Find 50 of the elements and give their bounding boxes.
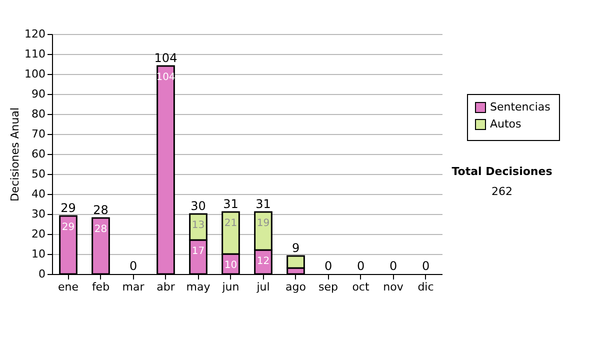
- total-label: 31: [223, 197, 238, 211]
- total-label: 0: [324, 259, 332, 273]
- total-label: 0: [129, 259, 138, 273]
- y-tick-label: 70: [32, 128, 46, 140]
- y-tick-label: 90: [32, 88, 46, 100]
- y-tick-label: 110: [24, 48, 46, 60]
- total-label: 0: [389, 259, 398, 273]
- x-tick-label: mar: [122, 280, 145, 294]
- data-label: 21: [224, 218, 238, 229]
- text: Total Decisiones: [452, 165, 553, 178]
- x-tick-label: ene: [58, 280, 79, 294]
- x-tick-label: jul: [256, 280, 270, 294]
- y-tick-label: 60: [32, 148, 46, 160]
- data-label: 28: [94, 224, 108, 235]
- x-tick-label: jun: [221, 280, 240, 294]
- x-tick-label: may: [186, 280, 211, 294]
- y-tick-label: 50: [32, 168, 46, 180]
- x-tick-label: feb: [92, 280, 110, 294]
- x-tick-label: oct: [352, 280, 370, 294]
- total-label: 0: [356, 259, 365, 273]
- text: 262: [492, 185, 512, 198]
- y-tick-label: 40: [32, 188, 46, 200]
- y-axis-title: Decisiones Anual: [8, 107, 22, 202]
- x-tick-label: ago: [286, 280, 306, 294]
- total-label: 9: [292, 241, 300, 255]
- x-tick-label: dic: [418, 280, 434, 294]
- data-label: 10: [224, 260, 238, 271]
- x-tick-label: nov: [383, 280, 404, 294]
- total-label: 0: [422, 259, 430, 273]
- data-label: 13: [192, 220, 205, 231]
- y-tick-label: 0: [38, 268, 46, 280]
- y-tick-label: 20: [32, 228, 46, 240]
- x-tick-label: sep: [318, 280, 338, 294]
- y-tick-label: 80: [32, 108, 46, 120]
- total-label: 30: [190, 199, 206, 213]
- total-label: 29: [60, 201, 76, 215]
- data-label: 29: [62, 222, 75, 233]
- y-tick-label: 120: [24, 28, 46, 40]
- y-tick-label: 10: [32, 248, 46, 260]
- y-tick-label: 100: [24, 68, 46, 80]
- x-tick-label: abr: [156, 280, 176, 294]
- data-label: 17: [192, 246, 205, 257]
- legend-label: Sentencias: [490, 100, 551, 114]
- legend-label: Autos: [490, 118, 522, 130]
- y-tick-label: 30: [32, 208, 46, 220]
- total-label: 31: [256, 197, 271, 211]
- total-label: 104: [154, 51, 178, 65]
- total-label: 28: [93, 203, 108, 217]
- data-label: 19: [256, 218, 270, 229]
- data-label: 12: [256, 256, 270, 267]
